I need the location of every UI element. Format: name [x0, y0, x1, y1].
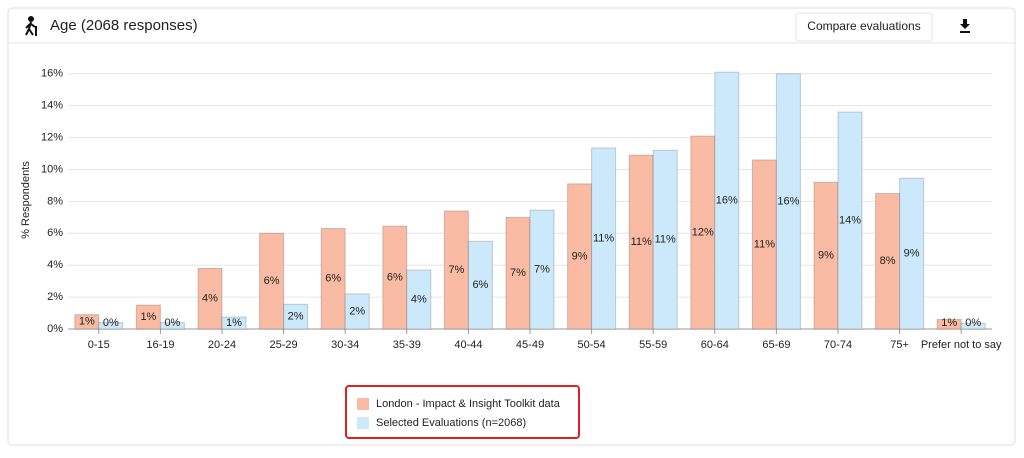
x-tick-label: 0-15: [88, 339, 110, 351]
y-tick-label: 6%: [47, 227, 63, 239]
bar: [443, 210, 469, 330]
x-tick-label: 55-59: [639, 339, 667, 351]
value-label: 1%: [941, 317, 957, 329]
value-label: 0%: [164, 317, 180, 329]
download-icon[interactable]: [960, 19, 970, 33]
legend-swatch: [357, 398, 369, 410]
bar: [406, 269, 432, 330]
legend-label: London - Impact & Insight Toolkit data: [376, 398, 561, 410]
value-label: 4%: [202, 293, 218, 305]
compare-button-label[interactable]: Compare evaluations: [807, 19, 920, 33]
x-tick-label: 20-24: [208, 339, 236, 351]
y-tick-label: 12%: [41, 131, 63, 143]
value-label: 11%: [593, 232, 614, 244]
value-label: 7%: [510, 267, 526, 279]
bar: [74, 314, 100, 330]
bar: [382, 225, 408, 330]
bar: [320, 228, 346, 330]
bar: [652, 149, 678, 330]
value-label: 6%: [325, 273, 341, 285]
value-label: 6%: [472, 279, 488, 291]
x-tick-label: 60-64: [701, 339, 729, 351]
value-label: 8%: [880, 255, 896, 267]
bar: [714, 71, 740, 330]
value-label: 6%: [387, 271, 403, 283]
value-label: 2%: [288, 311, 304, 323]
bar: [135, 304, 161, 330]
bar: [221, 316, 247, 330]
y-tick-label: 14%: [41, 100, 63, 112]
value-label: 4%: [411, 293, 427, 305]
value-label: 9%: [572, 250, 588, 262]
bar: [591, 147, 617, 330]
value-label: 2%: [349, 305, 365, 317]
value-label: 1%: [79, 316, 95, 328]
compare-button[interactable]: [795, 12, 933, 42]
y-tick-label: 0%: [47, 323, 63, 335]
value-label: 16%: [777, 195, 799, 207]
y-tick-label: 10%: [41, 163, 63, 175]
bar: [259, 232, 285, 330]
x-tick-label: 30-34: [331, 339, 359, 351]
bar: [751, 159, 777, 330]
value-label: 11%: [754, 238, 775, 250]
y-tick-label: 8%: [47, 195, 63, 207]
x-tick-label: 65-69: [762, 339, 790, 351]
bar: [283, 303, 309, 330]
x-tick-label: 40-44: [454, 339, 482, 351]
bar: [813, 181, 839, 330]
bar: [690, 135, 716, 330]
y-tick-label: 16%: [41, 68, 63, 80]
value-label: 6%: [264, 275, 280, 287]
value-label: 1%: [140, 311, 156, 323]
walker-icon: [25, 16, 37, 36]
bar: [837, 111, 863, 330]
x-tick-label: 35-39: [393, 339, 421, 351]
value-label: 14%: [839, 214, 861, 226]
x-tick-label: 70-74: [824, 339, 852, 351]
x-tick-label: 50-54: [578, 339, 606, 351]
bar: [899, 177, 925, 330]
legend-highlight: [345, 385, 580, 439]
bar: [197, 267, 223, 330]
x-tick-label: Prefer not to say: [921, 339, 1002, 351]
x-tick-label: 45-49: [516, 339, 544, 351]
bar: [875, 192, 901, 330]
value-label: 16%: [716, 195, 738, 207]
x-tick-label: 75+: [890, 339, 909, 351]
bar: [98, 322, 124, 330]
value-label: 0%: [103, 317, 119, 329]
value-label: 0%: [965, 317, 981, 329]
value-label: 7%: [448, 264, 464, 276]
y-axis-label: % Respondents: [20, 161, 32, 239]
bar: [159, 322, 185, 330]
legend-swatch: [357, 417, 369, 429]
x-tick-label: 16-19: [146, 339, 174, 351]
bar: [344, 293, 370, 330]
bar: [628, 154, 654, 330]
y-tick-label: 4%: [47, 259, 63, 271]
bar: [960, 322, 986, 330]
value-label: 12%: [692, 226, 714, 238]
value-label: 11%: [631, 236, 652, 248]
x-tick-label: 25-29: [270, 339, 298, 351]
value-label: 9%: [904, 248, 920, 260]
value-label: 9%: [818, 250, 834, 262]
bar: [505, 216, 531, 330]
legend-label: Selected Evaluations (n=2068): [376, 417, 526, 429]
y-tick-label: 2%: [47, 291, 63, 303]
value-label: 1%: [226, 317, 242, 329]
panel-title: Age (2068 responses): [50, 17, 198, 34]
value-label: 11%: [655, 234, 676, 246]
value-label: 7%: [534, 263, 550, 275]
bar: [529, 209, 555, 330]
bar: [467, 240, 493, 330]
bar: [775, 73, 801, 330]
